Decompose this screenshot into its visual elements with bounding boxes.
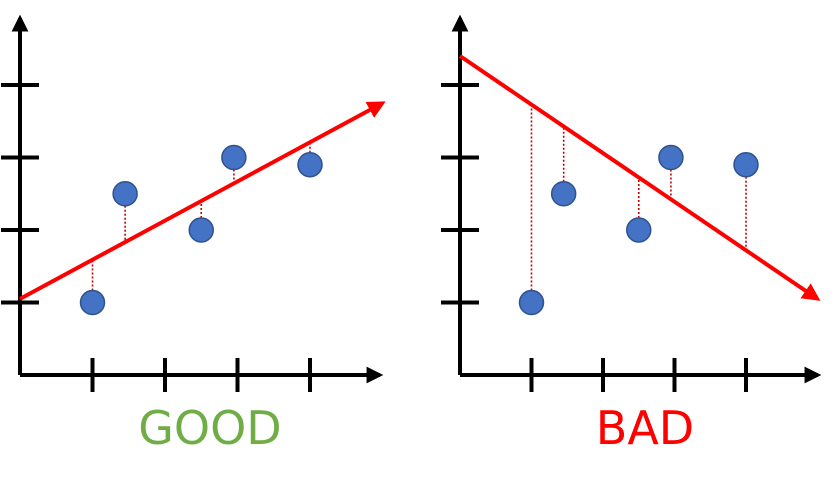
good-fit-panel — [1, 14, 386, 392]
data-point — [550, 181, 577, 207]
bad-fit-panel — [441, 14, 822, 392]
data-point — [626, 217, 652, 243]
data-point — [733, 152, 759, 178]
data-point — [658, 144, 684, 171]
data-point — [221, 144, 247, 171]
data-point — [112, 181, 138, 207]
data-point — [297, 152, 323, 178]
data-point — [188, 217, 214, 243]
good-caption: GOOD — [138, 401, 281, 455]
fit-line — [19, 101, 386, 301]
bad-caption: BAD — [596, 401, 694, 455]
data-point — [79, 289, 106, 316]
data-point — [518, 289, 545, 316]
fit-line — [458, 54, 821, 301]
